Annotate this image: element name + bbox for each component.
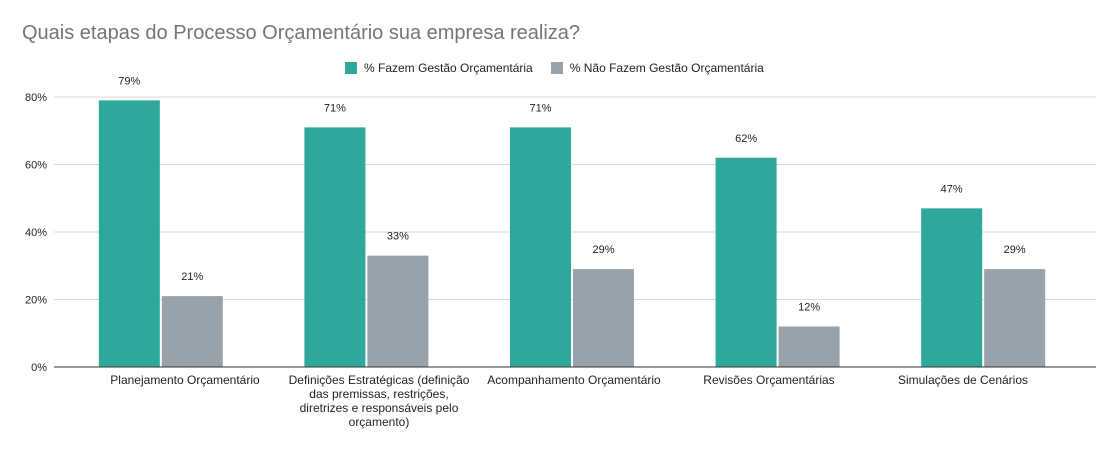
data-label: 71% (529, 102, 551, 114)
data-label: 47% (941, 183, 963, 195)
bar (984, 269, 1046, 367)
legend-item-nao-fazem[interactable]: % Não Fazem Gestão Orçamentária (550, 61, 764, 75)
data-label: 79% (118, 75, 140, 87)
legend-swatch-nao-fazem (550, 62, 563, 74)
x-tick-label: Acompanhamento Orçamentário (487, 373, 661, 387)
y-tick-label: 20% (25, 295, 47, 307)
bar (573, 269, 634, 367)
bar (778, 326, 840, 367)
bar (367, 255, 429, 367)
bar (921, 208, 983, 367)
y-tick-label: 0% (31, 362, 47, 374)
legend-swatch-fazem (345, 62, 357, 74)
legend-item-fazem[interactable]: % Fazem Gestão Orçamentária (345, 61, 533, 75)
legend-label-fazem: % Fazem Gestão Orçamentária (364, 61, 533, 75)
x-tick-label: Planejamento Orçamentário (110, 373, 260, 387)
x-tick-label: Definições Estratégicas (definição das p… (288, 373, 470, 429)
data-label: 12% (798, 302, 820, 314)
chart-title: Quais etapas do Processo Orçamentário su… (22, 22, 581, 44)
x-tick-label: Simulações de Cenários (897, 373, 1029, 387)
data-label: 71% (324, 102, 346, 114)
bar (304, 127, 366, 367)
data-label: 33% (387, 231, 409, 243)
legend: % Fazem Gestão Orçamentária % Não Fazem … (345, 61, 782, 75)
y-tick-label: 40% (25, 227, 47, 239)
data-label: 29% (592, 244, 614, 256)
legend-label-nao-fazem: % Não Fazem Gestão Orçamentária (569, 61, 764, 75)
bar (715, 157, 777, 367)
data-label: 62% (735, 133, 757, 145)
y-tick-label: 80% (25, 92, 47, 104)
data-label: 21% (181, 271, 203, 283)
bar (98, 100, 160, 367)
bar (510, 127, 571, 367)
x-tick-label: Revisões Orçamentárias (703, 373, 835, 387)
y-tick-label: 60% (25, 160, 47, 172)
bar (161, 296, 223, 367)
data-label: 29% (1004, 244, 1026, 256)
